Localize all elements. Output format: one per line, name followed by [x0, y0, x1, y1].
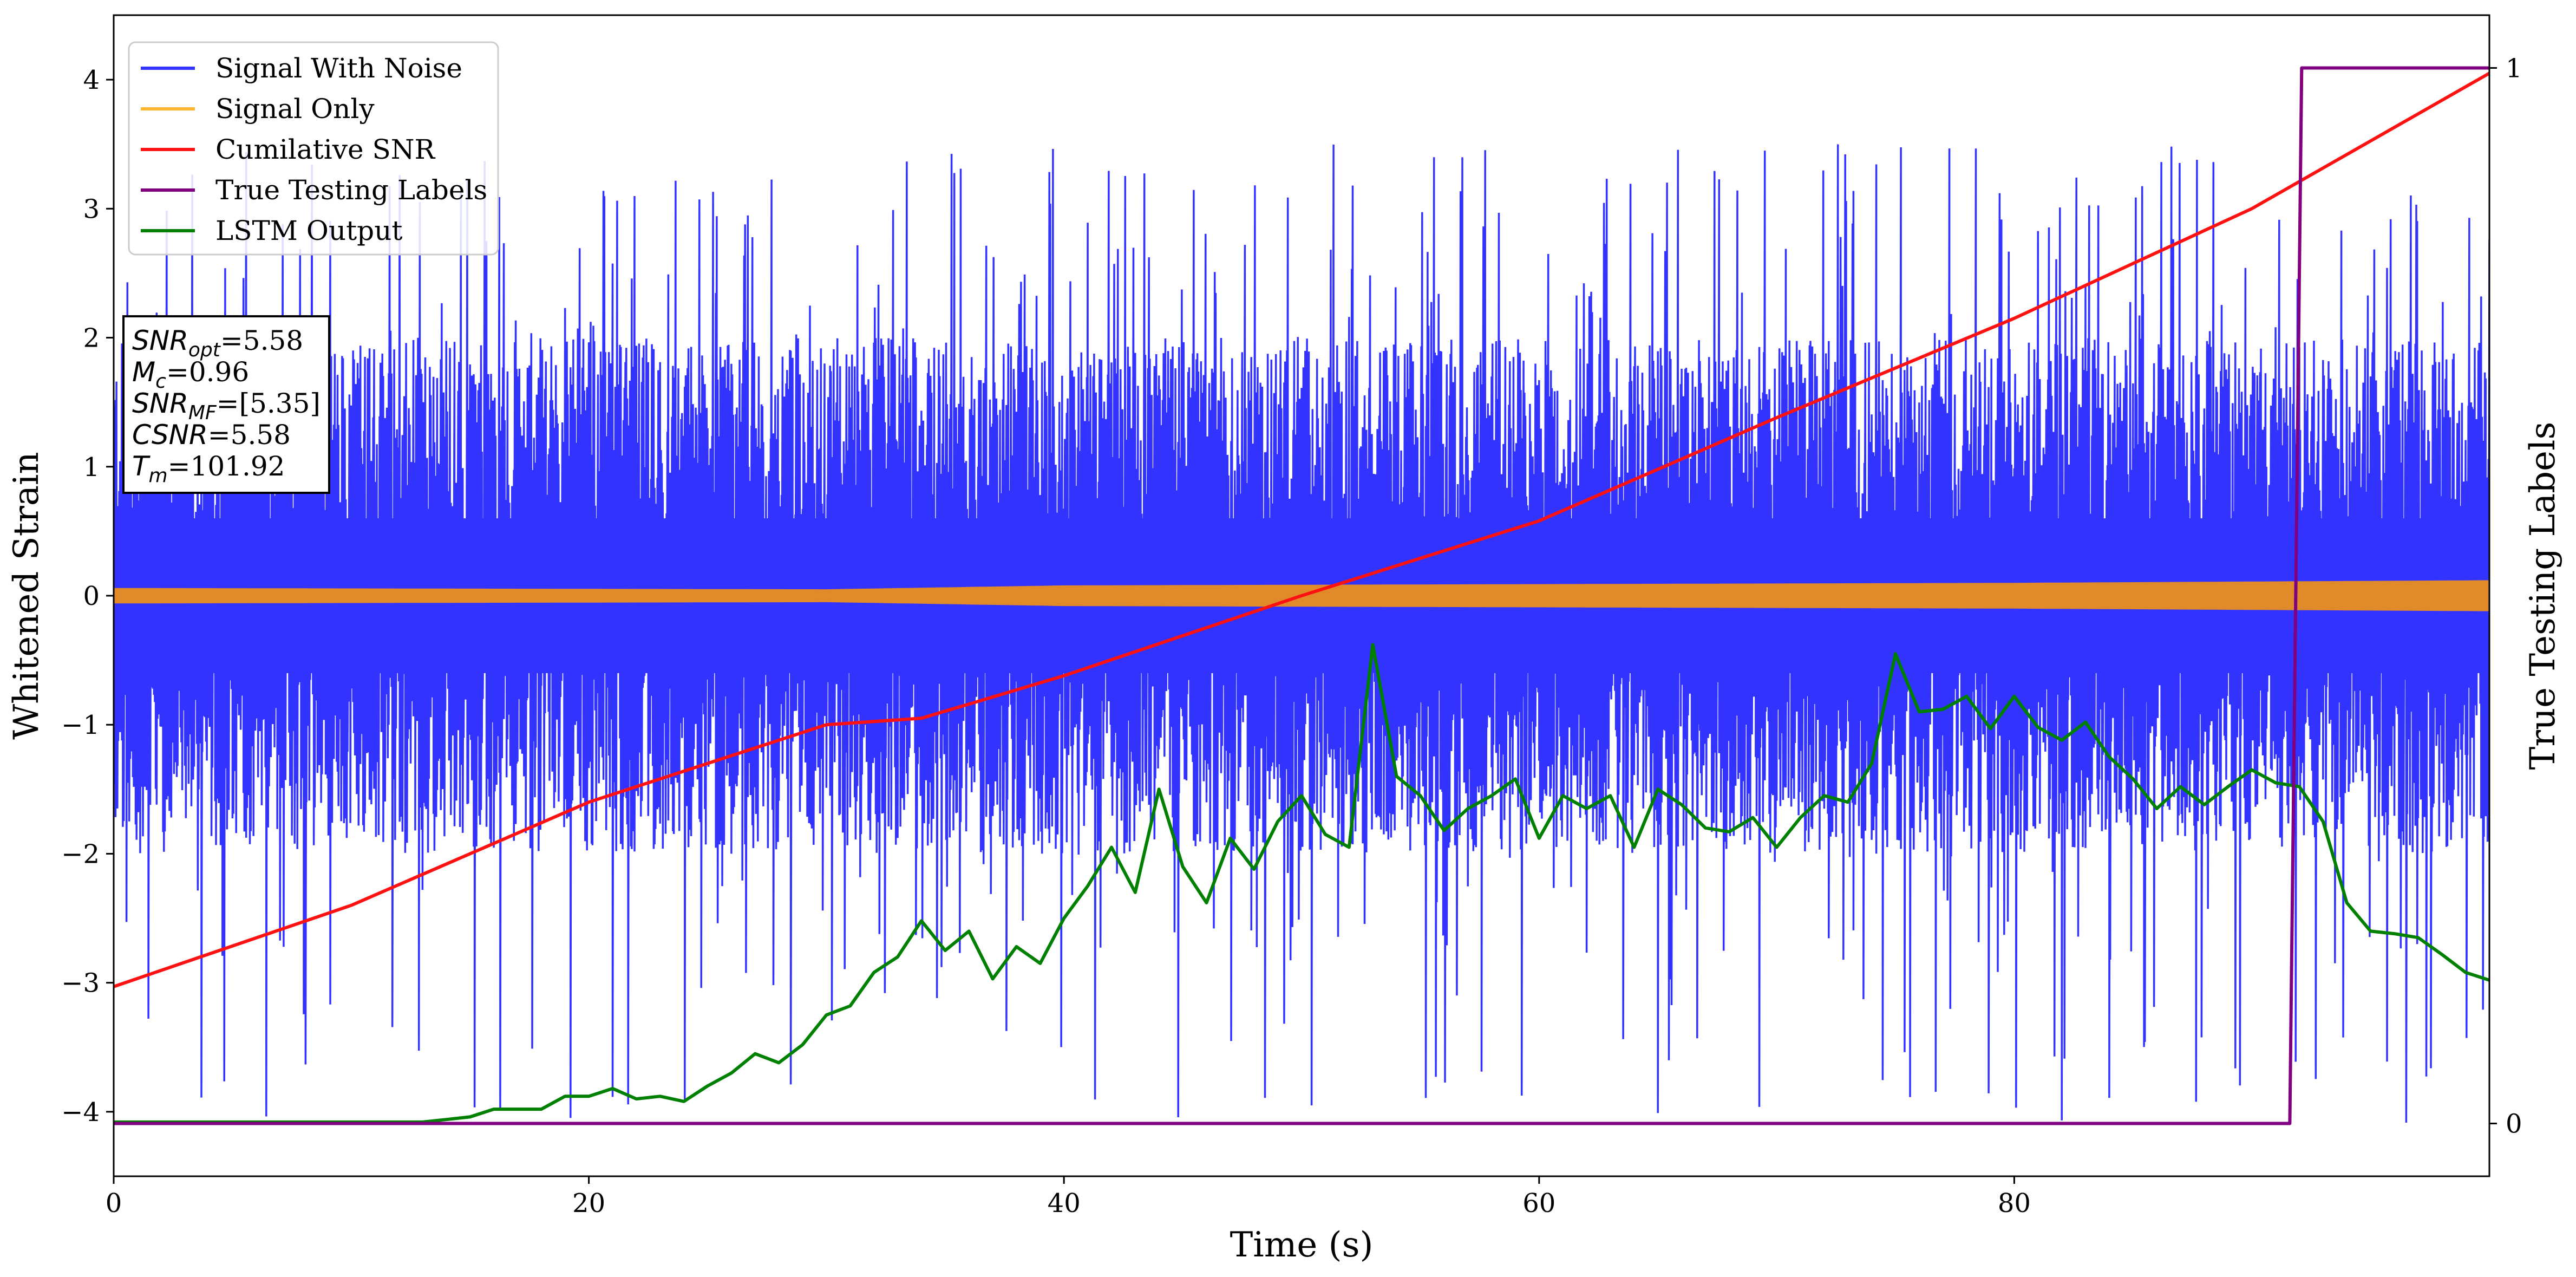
y-tick-label: 1	[83, 452, 100, 483]
y-tick-label: −3	[61, 968, 100, 999]
y-tick-label: 3	[83, 194, 100, 224]
legend-label: Signal Only	[215, 93, 375, 125]
y-tick-label: −2	[61, 839, 100, 869]
annotation-line: CSNR=5.58	[132, 419, 291, 451]
legend-box	[128, 41, 499, 256]
x-tick-label: 80	[1998, 1188, 2031, 1219]
series-signal-with-noise	[114, 144, 2489, 1123]
x-tick-label: 60	[1522, 1188, 1555, 1219]
annotation-line: Mc=0.96	[132, 356, 249, 393]
legend: Signal With Noise Signal Only Cumilative S…	[128, 41, 499, 256]
y-axis-label: Whitened Strain	[6, 452, 47, 739]
annotation-line: Tm=101.92	[132, 451, 285, 487]
legend-label: Cumilative SNR	[215, 134, 435, 165]
y-tick-label: −1	[61, 710, 100, 740]
series-cumilative-snr	[114, 71, 2489, 988]
series-true-testing-labels	[114, 66, 2489, 1125]
y-tick-label: −4	[61, 1097, 100, 1128]
y-tick-label: 2	[83, 323, 100, 354]
annotation-frame	[122, 315, 330, 494]
y-right-axis-label: True Testing Labels	[2523, 422, 2563, 770]
legend-label: True Testing Labels	[215, 174, 487, 206]
plot-area	[114, 66, 2489, 1125]
annotation-line: SNRopt=5.58	[132, 325, 303, 361]
y-right-tick-label: 1	[2506, 53, 2522, 83]
annotation-line: SNRMF=[5.35]	[132, 388, 321, 424]
x-tick-label: 40	[1048, 1188, 1081, 1219]
y-tick-label: 0	[83, 581, 100, 611]
legend-label: Signal With Noise	[215, 53, 462, 84]
annotation-box: SNRopt=5.58Mc=0.96SNRMF=[5.35]CSNR=5.58T…	[122, 315, 330, 494]
legend-label: LSTM Output	[215, 215, 402, 246]
series-lstm-output	[114, 643, 2489, 1124]
x-tick-label: 0	[106, 1188, 122, 1219]
y-right-tick-label: 0	[2506, 1109, 2522, 1139]
x-tick-label: 20	[572, 1188, 605, 1219]
x-axis-label: Time (s)	[1230, 1225, 1374, 1265]
y-tick-label: 4	[83, 65, 100, 95]
